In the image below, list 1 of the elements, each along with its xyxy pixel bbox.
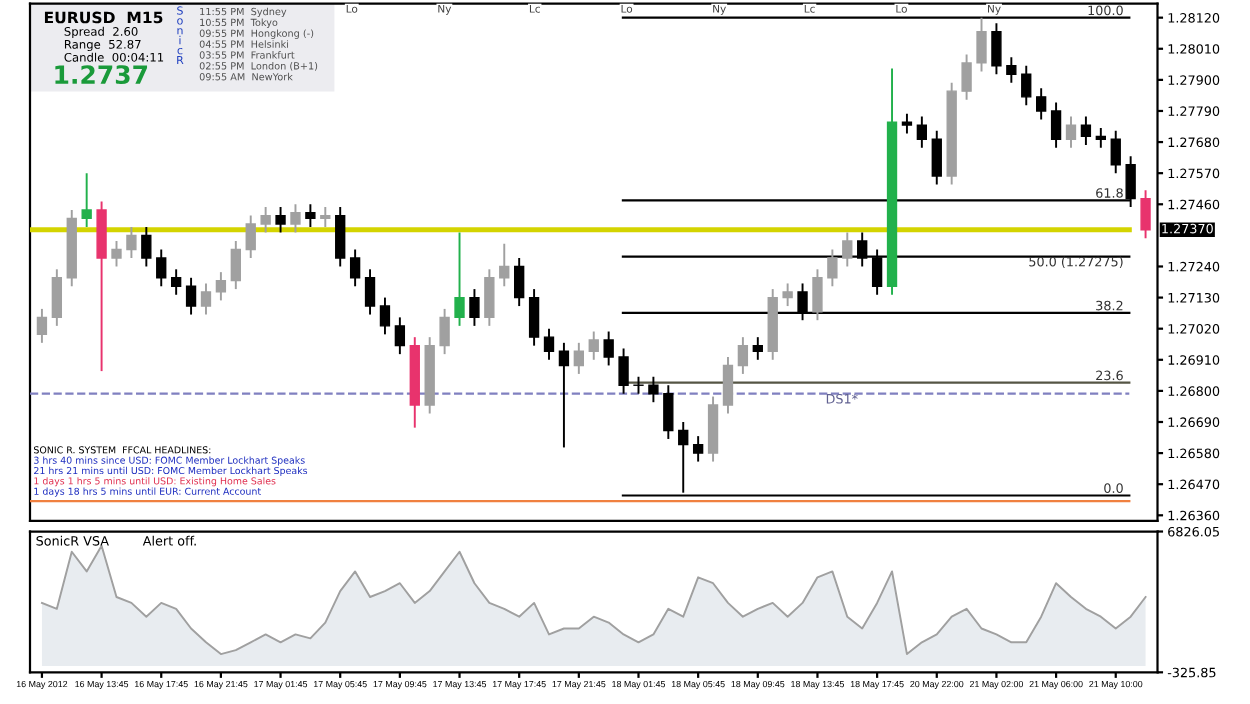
- annotation: 1.2737: [55, 65, 148, 85]
